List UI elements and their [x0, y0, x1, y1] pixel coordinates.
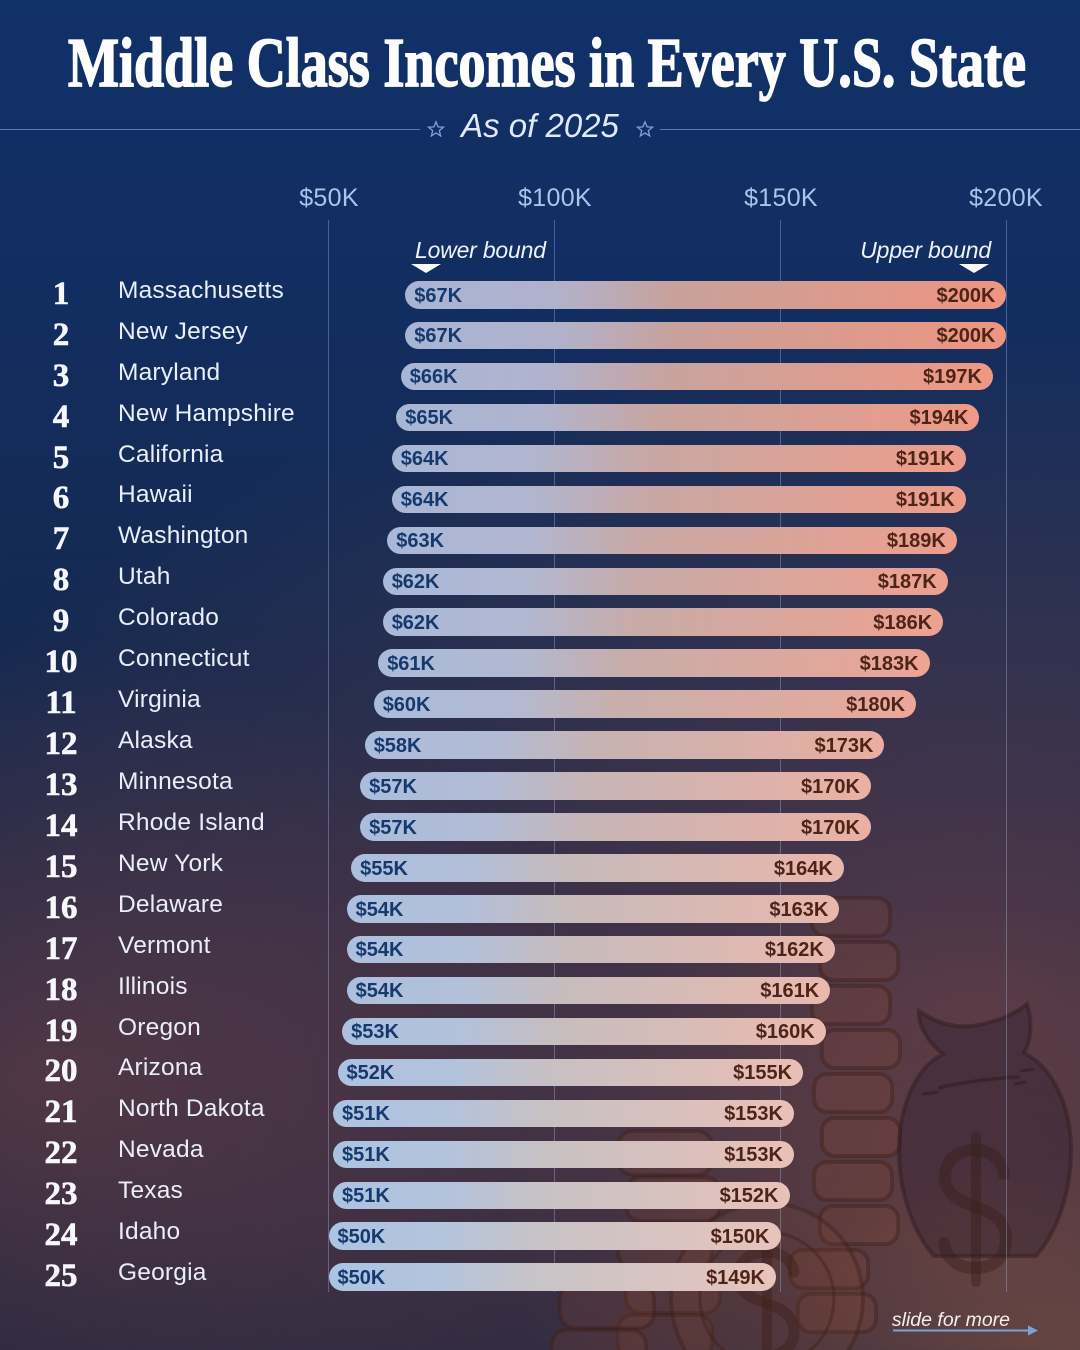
svg-text:Middle Class Incomes in Every: Middle Class Incomes in Every U.S. State: [68, 25, 1026, 102]
